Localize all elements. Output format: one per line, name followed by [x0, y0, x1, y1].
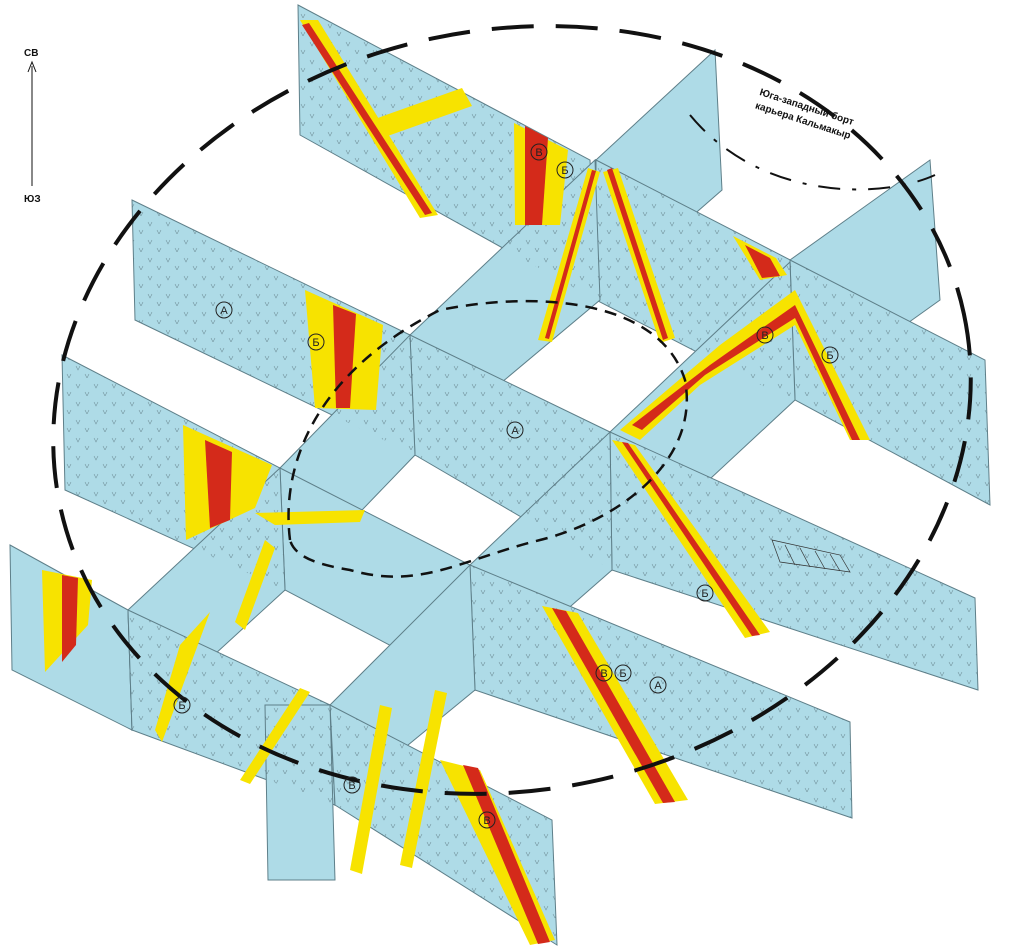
zone-label-b: Б	[614, 664, 632, 682]
zone-v-band	[62, 575, 78, 662]
svg-text:Б: Б	[312, 337, 319, 349]
svg-text:Б: Б	[701, 588, 708, 600]
zone-b-band	[155, 612, 210, 742]
svg-text:Б: Б	[619, 668, 626, 680]
zone-b-band	[235, 540, 275, 630]
zone-b-band	[350, 705, 392, 874]
zone-label-v: В	[530, 143, 548, 161]
zone-v-band	[545, 170, 596, 339]
zone-b-band	[620, 290, 870, 440]
zone-label-a: А	[506, 421, 524, 439]
svg-text:В: В	[600, 668, 607, 680]
zone-b-band	[255, 510, 365, 525]
inner-contour	[287, 299, 688, 578]
hatched-body	[771, 539, 851, 573]
zone-labels: А А А Б Б Б Б Б	[173, 143, 839, 829]
zone-v-band	[463, 765, 550, 944]
zone-label-b: Б	[307, 333, 325, 351]
svg-text:Б: Б	[561, 165, 568, 177]
zone-label-b: Б	[821, 346, 839, 364]
compass-arrow-icon	[27, 60, 37, 73]
svg-text:Б: Б	[178, 700, 185, 712]
svg-text:А: А	[654, 680, 662, 692]
compass: СВ ЮЗ	[24, 48, 41, 205]
outer-contour	[51, 24, 973, 796]
svg-text:В: В	[761, 330, 768, 342]
zone-label-a: А	[215, 301, 233, 319]
zone-b-band	[400, 690, 447, 868]
zone-label-b: Б	[173, 696, 191, 714]
zone-b-band	[240, 688, 310, 784]
zone-label-a: А	[649, 676, 667, 694]
svg-text:А: А	[220, 305, 228, 317]
svg-text:Б: Б	[826, 350, 833, 362]
svg-text:В: В	[483, 815, 490, 827]
svg-text:А: А	[511, 425, 519, 437]
zone-label-b: Б	[696, 584, 714, 602]
zone-v-band	[205, 440, 232, 528]
zone-v-band	[622, 442, 760, 636]
zone-label-b: Б	[556, 161, 574, 179]
zone-v-bands	[62, 23, 860, 944]
zone-v-band	[607, 168, 668, 340]
zone-label-v: В	[343, 776, 361, 794]
zone-v-band	[333, 305, 356, 408]
zone-label-v: В	[756, 326, 774, 344]
compass-north-label: СВ	[24, 48, 38, 59]
svg-text:В: В	[535, 147, 542, 159]
svg-text:В: В	[348, 780, 355, 792]
compass-south-label: ЮЗ	[24, 194, 41, 205]
zone-label-v: В	[595, 664, 613, 682]
zone-b-band	[372, 88, 472, 138]
zone-v-band	[552, 608, 675, 803]
contours	[51, 24, 973, 796]
zone-v-band	[745, 245, 780, 278]
zone-label-v: В	[478, 811, 496, 829]
